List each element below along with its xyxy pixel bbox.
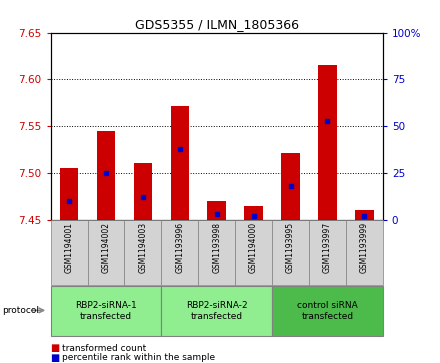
Text: RBP2-siRNA-2
transfected: RBP2-siRNA-2 transfected (186, 301, 248, 321)
Text: percentile rank within the sample: percentile rank within the sample (62, 353, 215, 362)
Text: RBP2-siRNA-1
transfected: RBP2-siRNA-1 transfected (75, 301, 137, 321)
Bar (346, 220, 383, 285)
Text: protocol: protocol (2, 306, 39, 315)
Bar (97, 131, 115, 220)
Bar (171, 106, 189, 220)
Bar (125, 220, 161, 285)
Text: GSM1194002: GSM1194002 (102, 222, 110, 273)
Text: GSM1193997: GSM1193997 (323, 222, 332, 273)
Bar (88, 220, 125, 285)
Text: GSM1194001: GSM1194001 (65, 222, 73, 273)
Bar (134, 163, 152, 220)
Text: GSM1193996: GSM1193996 (175, 222, 184, 273)
Bar (244, 205, 263, 220)
Bar (198, 220, 235, 285)
Text: GSM1194000: GSM1194000 (249, 222, 258, 273)
Text: ■: ■ (51, 352, 60, 363)
Bar (161, 220, 198, 285)
Bar (208, 201, 226, 220)
Bar (60, 168, 78, 220)
Bar (355, 210, 374, 220)
Bar (161, 286, 272, 336)
Bar (318, 65, 337, 220)
Bar (281, 153, 300, 220)
Bar (51, 220, 88, 285)
Text: ■: ■ (51, 343, 60, 354)
Text: transformed count: transformed count (62, 344, 146, 353)
Text: control siRNA
transfected: control siRNA transfected (297, 301, 358, 321)
Bar (272, 220, 309, 285)
Bar (235, 220, 272, 285)
Text: GSM1194003: GSM1194003 (138, 222, 147, 273)
Text: GSM1193998: GSM1193998 (212, 222, 221, 273)
Text: GSM1193995: GSM1193995 (286, 222, 295, 273)
Bar (309, 220, 346, 285)
Title: GDS5355 / ILMN_1805366: GDS5355 / ILMN_1805366 (135, 19, 299, 32)
Text: GSM1193999: GSM1193999 (360, 222, 369, 273)
Bar (51, 286, 161, 336)
Bar (272, 286, 383, 336)
